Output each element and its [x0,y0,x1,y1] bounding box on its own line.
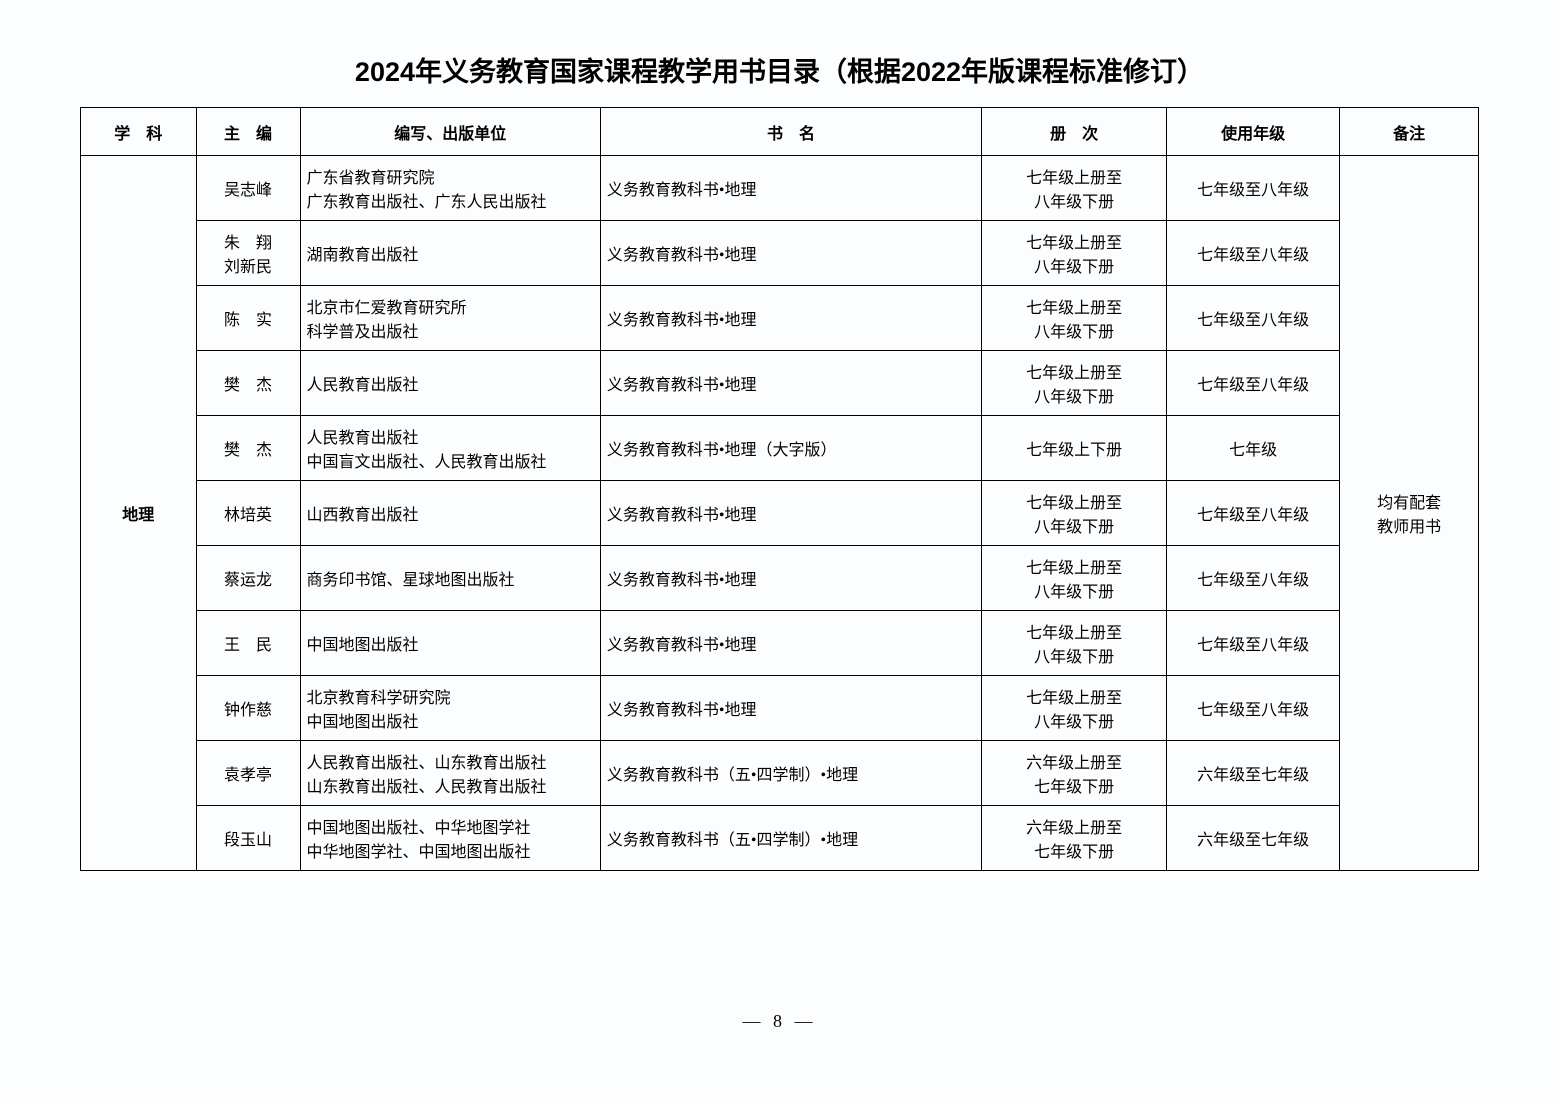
cell-book-title: 义务教育教科书•地理 [600,351,981,416]
cell-volume: 六年级上册至七年级下册 [982,806,1167,871]
table-row: 钟作慈北京教育科学研究院中国地图出版社义务教育教科书•地理七年级上册至八年级下册… [81,676,1479,741]
table-row: 袁孝亭人民教育出版社、山东教育出版社山东教育出版社、人民教育出版社义务教育教科书… [81,741,1479,806]
cell-grade: 七年级至八年级 [1167,611,1340,676]
cell-publisher: 广东省教育研究院广东教育出版社、广东人民出版社 [300,156,600,221]
cell-editor: 樊 杰 [196,351,300,416]
cell-grade: 七年级至八年级 [1167,221,1340,286]
cell-grade: 七年级至八年级 [1167,156,1340,221]
cell-publisher: 中国地图出版社、中华地图学社中华地图学社、中国地图出版社 [300,806,600,871]
cell-volume: 七年级上册至八年级下册 [982,481,1167,546]
cell-editor: 袁孝亭 [196,741,300,806]
cell-editor: 陈 实 [196,286,300,351]
cell-book-title: 义务教育教科书（五•四学制）•地理 [600,741,981,806]
col-volume: 册 次 [982,108,1167,156]
cell-publisher: 人民教育出版社 [300,351,600,416]
table-row: 地理吴志峰广东省教育研究院广东教育出版社、广东人民出版社义务教育教科书•地理七年… [81,156,1479,221]
col-subject: 学 科 [81,108,197,156]
cell-notes: 均有配套教师用书 [1340,156,1479,871]
cell-book-title: 义务教育教科书•地理 [600,611,981,676]
table-row: 王 民中国地图出版社义务教育教科书•地理七年级上册至八年级下册七年级至八年级 [81,611,1479,676]
cell-publisher: 人民教育出版社、山东教育出版社山东教育出版社、人民教育出版社 [300,741,600,806]
cell-volume: 七年级上册至八年级下册 [982,221,1167,286]
cell-volume: 七年级上下册 [982,416,1167,481]
cell-editor: 朱 翔刘新民 [196,221,300,286]
cell-publisher: 北京教育科学研究院中国地图出版社 [300,676,600,741]
cell-editor: 钟作慈 [196,676,300,741]
cell-publisher: 商务印书馆、星球地图出版社 [300,546,600,611]
table-row: 陈 实北京市仁爱教育研究所科学普及出版社义务教育教科书•地理七年级上册至八年级下… [81,286,1479,351]
cell-book-title: 义务教育教科书•地理 [600,286,981,351]
cell-grade: 六年级至七年级 [1167,806,1340,871]
table-row: 樊 杰人民教育出版社中国盲文出版社、人民教育出版社义务教育教科书•地理（大字版）… [81,416,1479,481]
table-row: 朱 翔刘新民湖南教育出版社义务教育教科书•地理七年级上册至八年级下册七年级至八年… [81,221,1479,286]
col-grade: 使用年级 [1167,108,1340,156]
cell-publisher: 人民教育出版社中国盲文出版社、人民教育出版社 [300,416,600,481]
cell-grade: 六年级至七年级 [1167,741,1340,806]
col-book-title: 书 名 [600,108,981,156]
col-notes: 备注 [1340,108,1479,156]
cell-editor: 王 民 [196,611,300,676]
cell-editor: 段玉山 [196,806,300,871]
cell-volume: 七年级上册至八年级下册 [982,351,1167,416]
cell-grade: 七年级至八年级 [1167,546,1340,611]
cell-grade: 七年级至八年级 [1167,351,1340,416]
cell-subject: 地理 [81,156,197,871]
cell-grade: 七年级 [1167,416,1340,481]
cell-volume: 七年级上册至八年级下册 [982,286,1167,351]
cell-volume: 七年级上册至八年级下册 [982,676,1167,741]
page-title: 2024年义务教育国家课程教学用书目录（根据2022年版课程标准修订） [80,50,1479,89]
cell-volume: 七年级上册至八年级下册 [982,156,1167,221]
table-row: 蔡运龙商务印书馆、星球地图出版社义务教育教科书•地理七年级上册至八年级下册七年级… [81,546,1479,611]
cell-volume: 七年级上册至八年级下册 [982,546,1167,611]
cell-grade: 七年级至八年级 [1167,481,1340,546]
table-row: 林培英山西教育出版社义务教育教科书•地理七年级上册至八年级下册七年级至八年级 [81,481,1479,546]
col-publisher: 编写、出版单位 [300,108,600,156]
cell-grade: 七年级至八年级 [1167,286,1340,351]
cell-book-title: 义务教育教科书•地理 [600,676,981,741]
table-header-row: 学 科 主 编 编写、出版单位 书 名 册 次 使用年级 备注 [81,108,1479,156]
cell-editor: 林培英 [196,481,300,546]
cell-editor: 吴志峰 [196,156,300,221]
cell-book-title: 义务教育教科书•地理 [600,156,981,221]
col-editor: 主 编 [196,108,300,156]
cell-volume: 七年级上册至八年级下册 [982,611,1167,676]
table-row: 段玉山中国地图出版社、中华地图学社中华地图学社、中国地图出版社义务教育教科书（五… [81,806,1479,871]
page-number: — 8 — [80,1011,1479,1032]
cell-editor: 樊 杰 [196,416,300,481]
cell-book-title: 义务教育教科书•地理 [600,221,981,286]
cell-book-title: 义务教育教科书•地理（大字版） [600,416,981,481]
cell-book-title: 义务教育教科书•地理 [600,546,981,611]
cell-publisher: 北京市仁爱教育研究所科学普及出版社 [300,286,600,351]
table-row: 樊 杰人民教育出版社义务教育教科书•地理七年级上册至八年级下册七年级至八年级 [81,351,1479,416]
cell-grade: 七年级至八年级 [1167,676,1340,741]
cell-book-title: 义务教育教科书•地理 [600,481,981,546]
cell-volume: 六年级上册至七年级下册 [982,741,1167,806]
cell-book-title: 义务教育教科书（五•四学制）•地理 [600,806,981,871]
cell-publisher: 山西教育出版社 [300,481,600,546]
cell-publisher: 湖南教育出版社 [300,221,600,286]
cell-publisher: 中国地图出版社 [300,611,600,676]
textbook-catalog-table: 学 科 主 编 编写、出版单位 书 名 册 次 使用年级 备注 地理吴志峰广东省… [80,107,1479,871]
cell-editor: 蔡运龙 [196,546,300,611]
